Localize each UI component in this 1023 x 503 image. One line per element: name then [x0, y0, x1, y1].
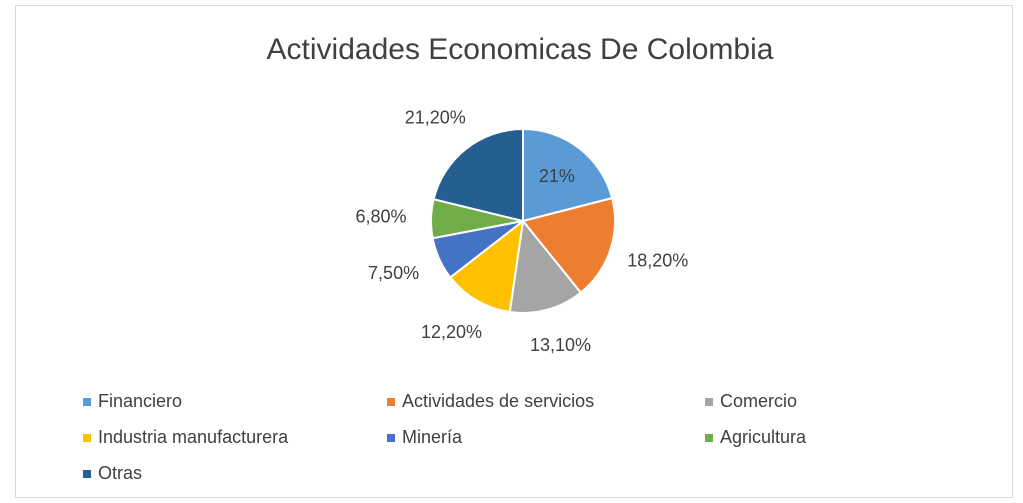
pie-slice: [522, 127, 614, 223]
legend-label: Comercio: [720, 391, 797, 411]
legend-swatch: [83, 434, 91, 442]
data-label: 7,50%: [368, 263, 419, 283]
legend-swatch: [83, 470, 91, 478]
pie-slice: [508, 218, 583, 314]
data-label: 21%: [539, 166, 575, 186]
legend-swatch: [705, 434, 713, 442]
legend-swatch: [387, 434, 395, 442]
chart-title: Actividades Economicas De Colombia: [267, 33, 774, 66]
legend-swatch: [387, 398, 395, 406]
legend-label: Minería: [402, 427, 463, 447]
data-label: 13,10%: [530, 335, 591, 355]
data-label: 18,20%: [627, 251, 688, 271]
data-label: 12,20%: [421, 322, 482, 342]
pie-slice: [448, 218, 525, 314]
pie-slice: [521, 196, 616, 295]
pie-slice: [432, 127, 524, 223]
legend-label: Otras: [98, 463, 142, 483]
legend-label: Actividades de servicios: [402, 391, 594, 411]
data-label: 21,20%: [405, 108, 466, 128]
legend-swatch: [83, 398, 91, 406]
legend-swatch: [705, 398, 713, 406]
legend-label: Financiero: [98, 391, 182, 411]
data-label: 6,80%: [356, 206, 407, 226]
legend-label: Agricultura: [720, 427, 807, 447]
legend-label: Industria manufacturera: [98, 427, 289, 447]
